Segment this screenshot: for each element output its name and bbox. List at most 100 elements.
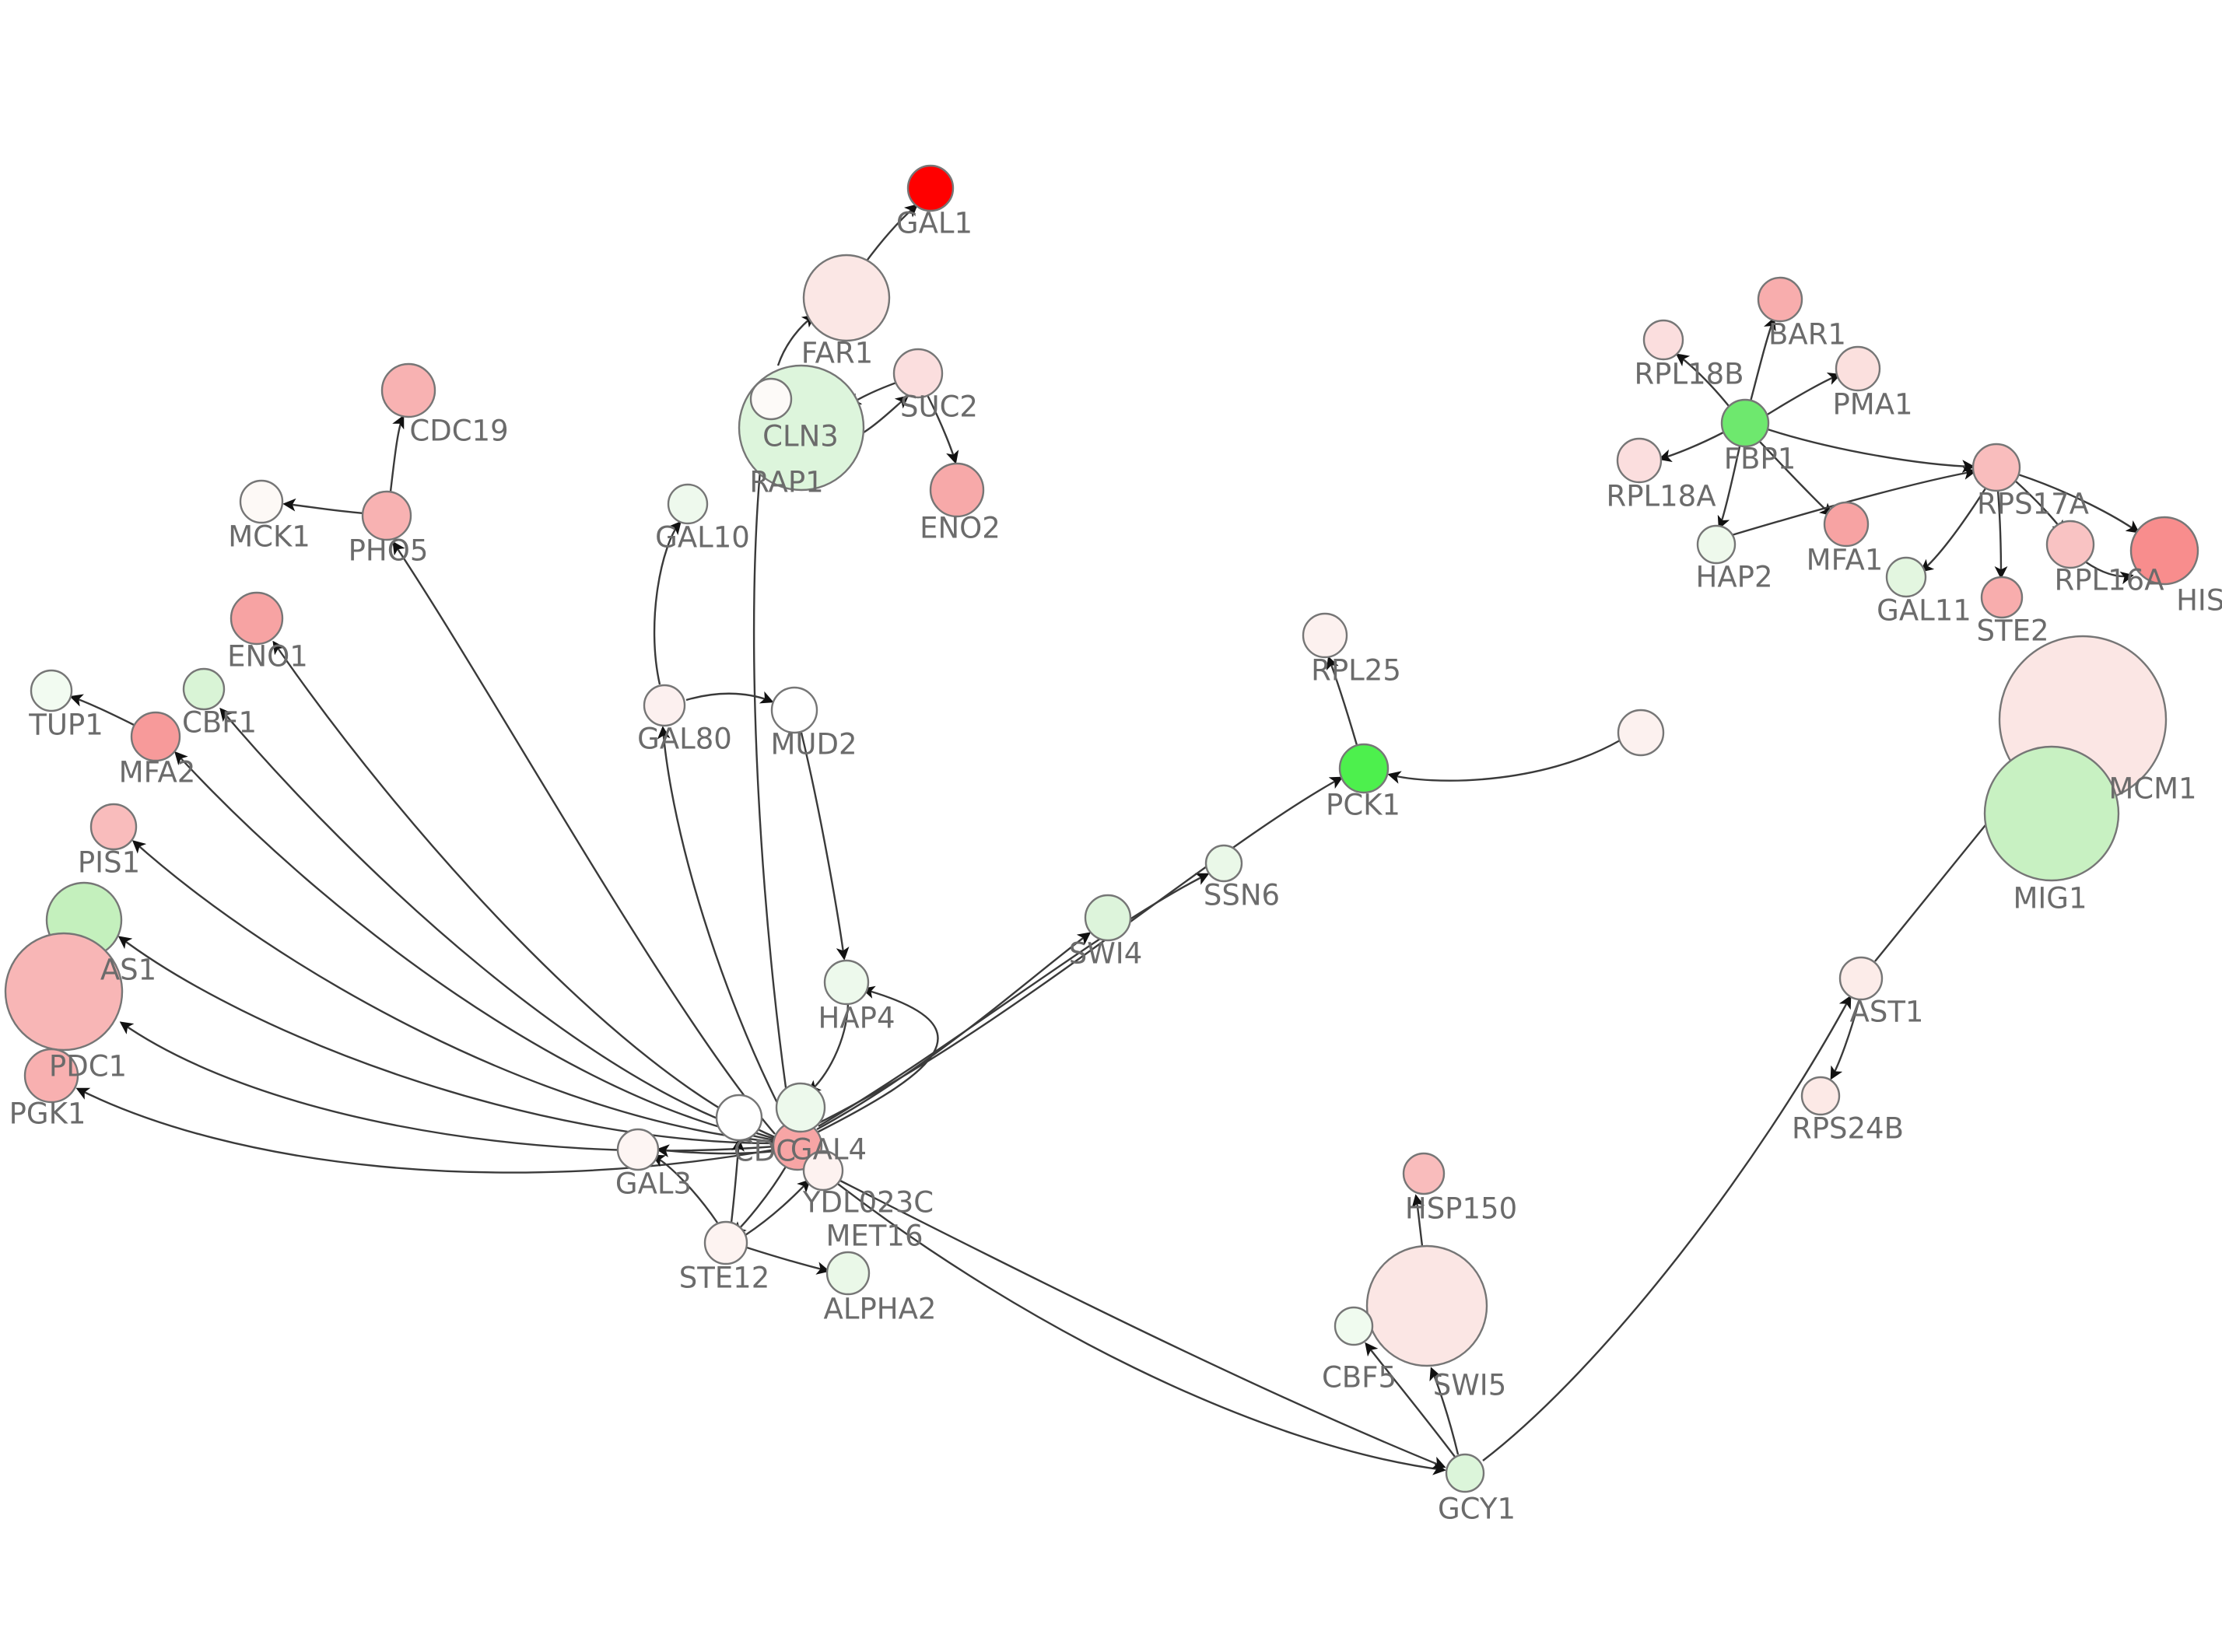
- node-PHO5[interactable]: [361, 490, 412, 541]
- node-GAL11[interactable]: [1885, 556, 1927, 598]
- node-label-GAL80: GAL80: [637, 723, 732, 756]
- node-RAP1[interactable]: [749, 377, 793, 421]
- node-YDL023C[interactable]: [802, 1150, 844, 1192]
- node-label-MCM1: MCM1: [2108, 772, 2196, 806]
- node-layer: [4, 164, 2199, 1493]
- node-label-GAL1: GAL1: [896, 207, 973, 240]
- edge-GAL4-to-GAL3: [656, 1144, 776, 1157]
- node-HAP4B[interactable]: [775, 1082, 826, 1133]
- node-PIS1[interactable]: [89, 803, 138, 851]
- edge-STE12-to-GAL3: [651, 1154, 718, 1223]
- node-label-SUC2: SUC2: [900, 390, 978, 424]
- node-label-GAL11: GAL11: [1877, 594, 1971, 628]
- node-RPS17A[interactable]: [1971, 443, 2021, 492]
- node-RPS24B[interactable]: [1800, 1076, 1841, 1116]
- node-BAR1[interactable]: [1757, 276, 1803, 323]
- edge-GAL4-to-MFA2: [174, 751, 776, 1142]
- edge-YDL023C-to-GCY1: [839, 1179, 1446, 1469]
- node-label-PDC1: PDC1: [49, 1050, 127, 1083]
- edge-PCK1-to-RPL25: [1326, 656, 1358, 746]
- edge-FBP1-to-RPL18A: [1658, 431, 1724, 463]
- node-SSN6[interactable]: [1204, 844, 1243, 883]
- edge-RPL16A-to-HIS4: [2084, 561, 2134, 585]
- node-ENO2[interactable]: [929, 462, 985, 518]
- node-label-ALPHA2: ALPHA2: [824, 1293, 937, 1326]
- node-FBP1[interactable]: [1720, 398, 1770, 448]
- edge-SWI5-to-HSP150: [1411, 1194, 1425, 1247]
- node-GAL3[interactable]: [616, 1128, 660, 1171]
- node-FAR1[interactable]: [802, 254, 891, 342]
- edge-HAP2-to-RPS17A: [1731, 467, 1977, 537]
- node-CBF5[interactable]: [1334, 1306, 1374, 1346]
- node-label-CLN3: CLN3: [762, 420, 839, 453]
- node-label-FBP1: FBP1: [1724, 443, 1796, 476]
- node-label-HAP2: HAP2: [1696, 561, 1773, 594]
- node-MFA2[interactable]: [130, 711, 181, 762]
- node-ALPHA2[interactable]: [825, 1251, 871, 1296]
- node-SWI4[interactable]: [1084, 894, 1132, 942]
- edge-FBP1-to-PMA1: [1765, 373, 1842, 417]
- node-CDC[interactable]: [715, 1094, 763, 1142]
- node-CDC19[interactable]: [380, 362, 436, 418]
- edge-GAL4B-to-GAL80: [657, 726, 780, 1105]
- node-RPL18A[interactable]: [1616, 437, 1663, 484]
- node-AST1[interactable]: [1838, 956, 1884, 1001]
- node-STE2[interactable]: [1980, 576, 2024, 619]
- node-RPL16A[interactable]: [2045, 520, 2095, 569]
- node-GAL1[interactable]: [906, 164, 955, 212]
- edge-GAL80-to-GAL10: [653, 520, 682, 685]
- node-HSP150[interactable]: [1402, 1152, 1446, 1195]
- edge-GCY1-to-SWI5: [1429, 1367, 1460, 1455]
- node-label-RPS24B: RPS24B: [1792, 1112, 1904, 1146]
- node-MCK1[interactable]: [239, 479, 284, 524]
- node-label-GAL10: GAL10: [655, 521, 750, 555]
- edge-GAL4-to-PDC1: [119, 1021, 776, 1152]
- node-STE12[interactable]: [703, 1220, 748, 1265]
- node-PCK1[interactable]: [1338, 743, 1390, 794]
- node-label-PIS1: PIS1: [78, 846, 140, 880]
- node-label-STE12: STE12: [679, 1262, 770, 1295]
- edge-GAL4-to-ENO1: [272, 640, 776, 1139]
- node-label-BAR1: BAR1: [1768, 318, 1846, 352]
- node-label-HSP150: HSP150: [1405, 1192, 1517, 1226]
- node-label-RPL18B: RPL18B: [1634, 358, 1744, 391]
- edge-FBP1-to-MFA1: [1759, 441, 1834, 516]
- node-MFA1[interactable]: [1823, 501, 1870, 548]
- edge-FAR1-to-GAL1: [864, 204, 919, 264]
- node-CBF1[interactable]: [182, 667, 226, 711]
- edge-FBP1-to-HAP2: [1717, 446, 1741, 530]
- node-RPL18B[interactable]: [1642, 319, 1684, 361]
- node-GAL10[interactable]: [667, 483, 709, 525]
- node-HAP4[interactable]: [823, 959, 870, 1006]
- node-MUD2[interactable]: [770, 686, 818, 734]
- node-TUP1[interactable]: [30, 669, 73, 712]
- node-MIG1[interactable]: [1983, 745, 2120, 882]
- node-SWI5[interactable]: [1365, 1244, 1488, 1367]
- node-label-MFA1: MFA1: [1807, 544, 1884, 577]
- node-PGK1[interactable]: [23, 1048, 79, 1104]
- node-label-CBF5: CBF5: [1322, 1361, 1397, 1395]
- node-label-RPL25: RPL25: [1311, 654, 1401, 688]
- node-GCY1[interactable]: [1445, 1453, 1485, 1493]
- edge-HAP4-to-GAL4B: [807, 1003, 850, 1094]
- node-label-MET16: MET16: [826, 1220, 923, 1253]
- node-label-RAP1: RAP1: [749, 466, 823, 499]
- node-label-YDL023C: YDL023C: [802, 1186, 934, 1220]
- node-PDC1[interactable]: [4, 932, 124, 1052]
- node-PMA1[interactable]: [1835, 345, 1881, 392]
- node-ENO1[interactable]: [230, 591, 284, 646]
- edge-GAL4-to-GCY1: [813, 1164, 1446, 1475]
- node-label-STE2: STE2: [1976, 614, 2049, 648]
- edge-GAL4-to-PIS1: [131, 840, 776, 1143]
- edge-STE12-to-CDC: [730, 1138, 745, 1223]
- node-label-GAL4: GAL4: [790, 1133, 867, 1167]
- node-SUC2[interactable]: [892, 348, 944, 399]
- node-HIS4[interactable]: [2129, 516, 2199, 586]
- node-label-RPL18A: RPL18A: [1606, 480, 1716, 513]
- node-RPL25[interactable]: [1302, 612, 1348, 659]
- node-GAL80[interactable]: [643, 684, 686, 727]
- node-label-SWI5: SWI5: [1433, 1369, 1507, 1402]
- node-RPL_MID[interactable]: [1617, 709, 1665, 757]
- node-HAP2[interactable]: [1696, 524, 1737, 565]
